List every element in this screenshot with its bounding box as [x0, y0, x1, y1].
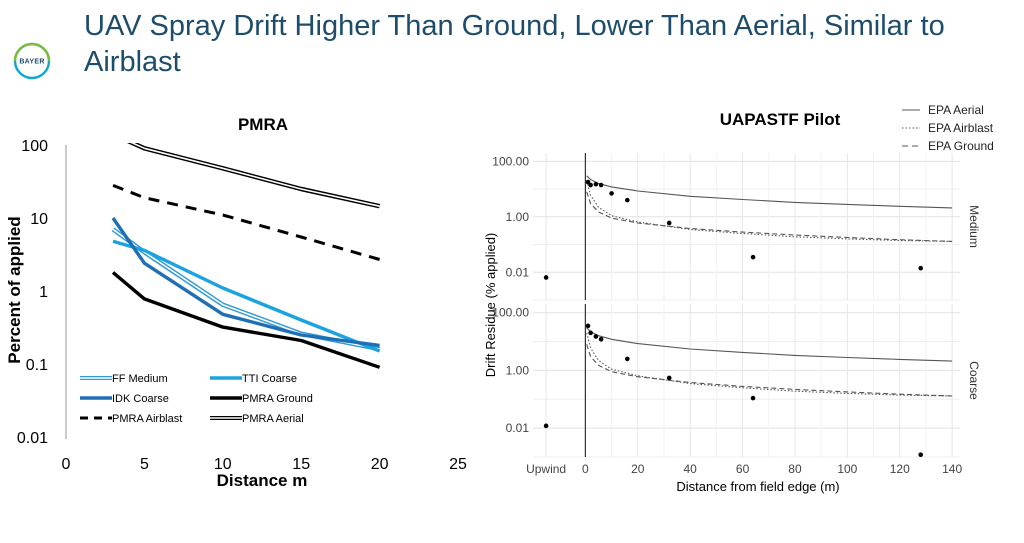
uapastf-panel-coarse-data-point [625, 356, 630, 362]
uapastf-panel-medium-data-point [609, 191, 614, 196]
legend-pmra-ground-label: PMRA Ground [242, 393, 313, 405]
series-pmra-aerial-line-inner [130, 143, 380, 207]
uapastf-panel-medium-data-point [625, 197, 630, 203]
pmra-x-tick-label: 0 [62, 456, 71, 473]
uapastf-panel-coarse-y-tick-label: 100.00 [492, 306, 529, 320]
legend-pmra-airblast-label: PMRA Airblast [112, 413, 182, 425]
pmra-y-tick-label: 0.1 [26, 357, 48, 374]
legend-tti-coarse-label: TTI Coarse [242, 373, 297, 385]
uapastf-panel-medium-data-point [598, 182, 604, 188]
legend-ff-medium-label: FF Medium [112, 373, 168, 385]
uapastf-panel-coarse-y-tick-label: 1.00 [506, 363, 530, 377]
uapastf-panel-medium-data-point [750, 254, 756, 260]
pmra-x-tick-label: 15 [292, 456, 310, 473]
uapastf-panel-medium-y-tick-label: 0.01 [506, 265, 530, 279]
uapastf-panel-coarse-curve-epa-ground [586, 344, 953, 397]
uapastf-panel-medium-y-tick-label: 1.00 [506, 210, 530, 224]
slide-title: UAV Spray Drift Higher Than Ground, Lowe… [84, 10, 945, 78]
series-pmra-airblast-line [112, 184, 381, 261]
bayer-logo: BAYER [13, 42, 51, 80]
series-idk-coarse-line [111, 217, 380, 348]
uapastf-panel-medium-strip-label: Medium [967, 205, 981, 248]
uapastf-x-tick-label: 80 [788, 462, 802, 476]
uapastf-panel-coarse-strip-label: Coarse [967, 361, 981, 400]
pmra-x-tick-label: 5 [140, 456, 149, 473]
legend-idk-coarse-label: IDK Coarse [112, 393, 169, 405]
pmra-x-tick-label: 20 [371, 456, 389, 473]
uapastf-x-tick-label: 120 [890, 462, 910, 476]
uapastf-panel-coarse-data-point [543, 423, 549, 429]
uapastf-panel-coarse-data-point [666, 375, 672, 381]
logo-text: BAYER [19, 59, 44, 66]
uapastf-panel-medium-data-point [593, 181, 599, 187]
pmra-chart-title: PMRA [238, 115, 288, 134]
pmra-x-tick-label: 25 [449, 456, 467, 473]
uapastf-panel-coarse-curve-epa-airblast [586, 332, 953, 397]
uapastf-panel-medium-y-tick-label: 100.00 [492, 154, 529, 168]
pmra-y-tick-label: 0.01 [17, 430, 48, 447]
uapastf-x-tick-label: 20 [631, 462, 645, 476]
uapastf-panel-coarse-data-point [918, 452, 924, 458]
uapastf-chart: UAPASTF Pilot EPA Aerial EPA Airblast EPA G… [483, 103, 994, 494]
pmra-series-group [111, 143, 381, 369]
uapastf-panel-medium-curve-epa-aerial [586, 175, 953, 209]
uapastf-x-tick-label: 0 [582, 462, 589, 476]
pmra-y-tick-label: 10 [30, 211, 48, 228]
uapastf-panel-coarse-data-point [585, 323, 591, 329]
uapastf-panel-coarse-data-point [588, 330, 593, 336]
pmra-y-axis-label: Percent of applied [5, 216, 24, 363]
uapastf-chart-title: UAPASTF Pilot [720, 110, 841, 129]
uapastf-legend-label: EPA Ground [928, 139, 994, 153]
uapastf-x-axis-label: Distance from field edge (m) [676, 479, 839, 494]
series-pmra-ground-line [111, 271, 381, 369]
uapastf-x-tick-label: 100 [837, 462, 857, 476]
uapastf-panel-medium-data-point [585, 179, 591, 185]
pmra-y-tick-label: 1 [39, 284, 48, 301]
uapastf-y-axis-label: Drift Residue (% applied) [483, 233, 498, 378]
series-pmra-aerial-line [126, 143, 381, 209]
uapastf-panel-coarse-data-point [750, 395, 756, 401]
uapastf-x-tick-label: Upwind [526, 462, 566, 476]
uapastf-panel-coarse-y-tick-label: 0.01 [506, 421, 530, 435]
uapastf-x-tick-label: 140 [942, 462, 962, 476]
pmra-chart: PMRA 100 10 1 0.1 0.01 0 5 10 15 20 25 Distance m Per… [5, 115, 467, 490]
uapastf-panel-coarse-data-point [593, 334, 599, 339]
pmra-x-axis-label: Distance m [217, 471, 308, 490]
uapastf-panel-coarse-data-point [598, 336, 604, 342]
pmra-y-tick-label: 100 [21, 138, 48, 155]
uapastf-legend-label: EPA Airblast [928, 121, 994, 135]
uapastf-panel-medium-data-point [666, 220, 672, 226]
uapastf-panel-medium-curve-epa-ground [586, 191, 953, 242]
uapastf-x-tick-label: 40 [683, 462, 697, 476]
uapastf-x-tick-label: 60 [736, 462, 750, 476]
uapastf-panel-medium-data-point [543, 275, 549, 280]
pmra-x-tick-label: 10 [214, 456, 232, 473]
legend-pmra-aerial-label: PMRA Aerial [242, 413, 304, 425]
uapastf-panel-medium-curve-epa-airblast [586, 180, 953, 242]
uapastf-panel-coarse-curve-epa-aerial [586, 327, 953, 362]
uapastf-panel-medium-data-point [588, 182, 593, 188]
uapastf-panel-medium-data-point [918, 265, 924, 271]
uapastf-legend-label: EPA Aerial [928, 103, 984, 117]
